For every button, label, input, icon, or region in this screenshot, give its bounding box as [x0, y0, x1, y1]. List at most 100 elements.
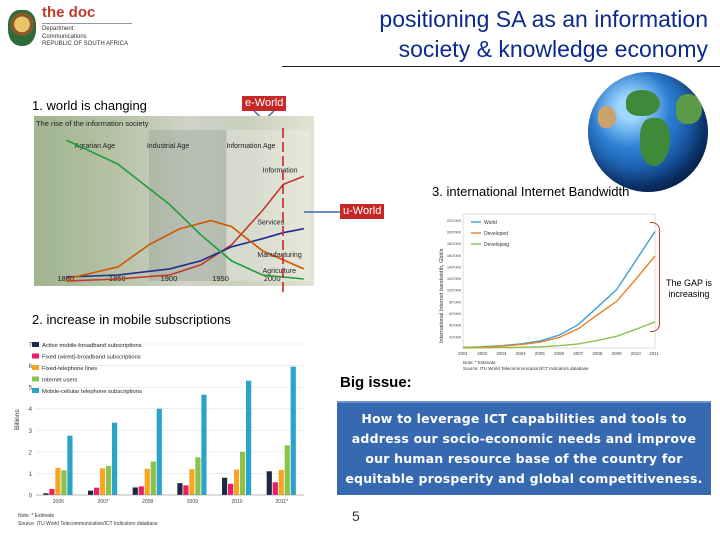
series-label: Agriculture	[263, 268, 297, 275]
x-tick-label: 2011*	[649, 351, 659, 356]
bar	[201, 394, 207, 495]
y-tick-label: 40'000	[449, 323, 462, 328]
page-number: 5	[352, 508, 360, 524]
chart-title: The rise of the information society	[36, 119, 149, 128]
org-line: Communications	[42, 33, 87, 40]
chart-photo-background	[34, 116, 314, 286]
bar	[67, 435, 73, 495]
series-line	[462, 321, 656, 349]
u-world-tag: u-World	[340, 204, 385, 219]
gap-label-line: increasing	[668, 289, 710, 299]
legend-swatch	[32, 365, 39, 370]
x-tick-label: 1900	[161, 274, 178, 283]
chart-source: Source: ITU World Telecommunication/ICT …	[463, 366, 589, 371]
chart-note: Note: * Estimate	[463, 360, 496, 365]
e-world-tag: e-World	[242, 96, 287, 111]
x-tick-label: 2003	[496, 351, 507, 356]
bar	[234, 469, 240, 495]
bar	[240, 451, 246, 495]
big-issue-heading: Big issue:	[340, 374, 412, 391]
globe-land	[676, 94, 702, 124]
mobile-subscriptions-chart: 0 1 2 3 4 5 6 7 Billions 2006 2007 2008 2009 2010 2011…	[14, 338, 314, 528]
information-society-chart: The rise of the information society10203…	[34, 116, 314, 286]
org-line: REPUBLIC OF SOUTH AFRICA	[42, 41, 129, 47]
y-tick-label: 1	[29, 472, 33, 478]
era-label: Information Age	[226, 143, 275, 150]
bar	[177, 483, 183, 495]
x-tick-label: 2008	[142, 499, 153, 505]
section-world-changing: 1. world is changing	[32, 98, 147, 113]
title-underline	[282, 66, 720, 67]
industrial-age-band	[148, 130, 227, 281]
globe-land	[640, 118, 670, 166]
legend-label: Internet users	[42, 378, 78, 384]
legend-label: World	[484, 220, 497, 226]
bar	[112, 422, 118, 495]
section-bandwidth: 3. international Internet Bandwidth	[432, 184, 630, 199]
y-tick-label: 7	[29, 343, 33, 349]
series-line	[65, 139, 304, 280]
bar	[94, 487, 100, 495]
x-tick-label: 2005	[535, 351, 546, 356]
x-tick-label: 2001	[458, 351, 469, 356]
x-tick-label: 1950	[212, 274, 229, 283]
gap-bracket	[650, 222, 660, 332]
bar	[272, 482, 278, 495]
bar	[266, 471, 272, 495]
legend-label: Fixed-telephone lines	[42, 366, 97, 372]
slide-title: positioning SA as an information society…	[268, 4, 708, 64]
bar	[189, 469, 195, 495]
x-tick-label: 2008	[592, 351, 603, 356]
x-tick-label: 2006	[554, 351, 565, 356]
legend-label: Mobile-cellular telephone subscriptions	[42, 389, 142, 395]
bar	[55, 467, 61, 495]
y-tick-label: 0	[29, 494, 33, 500]
y-tick-label: 5	[29, 386, 33, 392]
issue-text: How to leverage ICT capabilities and too…	[345, 411, 703, 486]
bar	[150, 461, 156, 495]
section-mobile: 2. increase in mobile subscriptions	[32, 312, 231, 327]
bar	[138, 486, 144, 495]
era-label: Industrial Age	[147, 143, 190, 150]
org-line: Department:	[42, 26, 76, 32]
era-label: Agrarian Age	[75, 143, 116, 150]
series-label: Information	[263, 167, 298, 174]
bar	[183, 485, 189, 495]
series-label: Services	[257, 220, 284, 227]
series-line	[66, 219, 305, 280]
bar	[132, 487, 138, 495]
legend-label: Developing	[484, 242, 509, 248]
y-tick-label: 100'000	[447, 288, 462, 293]
series-label: Manufacturing	[257, 252, 301, 259]
brand-name: the doc	[42, 4, 96, 21]
brand-divider	[42, 23, 132, 24]
x-tick-label: 2010	[231, 499, 242, 505]
y-tick-label: 220'000	[447, 218, 462, 223]
bar	[290, 366, 296, 495]
information-society-plot: The rise of the information society10203…	[36, 119, 309, 283]
bar	[228, 483, 234, 495]
y-tick-label: 6	[29, 364, 33, 370]
bar	[278, 469, 284, 495]
bar	[49, 488, 55, 495]
y-tick-label: 4	[29, 407, 33, 413]
bandwidth-plot: 20'000 40'000 60'000 80'000 100'000 120'000 14…	[439, 213, 661, 371]
y-tick-label: 160'000	[447, 253, 462, 258]
y-tick-label: 180'000	[447, 241, 462, 246]
y-axis-label: International Internet bandwidth, Gbit/s	[439, 248, 445, 343]
bar	[156, 408, 162, 495]
issue-callout: How to leverage ICT capabilities and too…	[337, 401, 711, 495]
legend-label: Fixed (wired)-broadband subscriptions	[42, 355, 141, 361]
slide-title-line: positioning SA as an information	[379, 6, 708, 32]
legend-label: Developed	[484, 231, 508, 237]
x-tick-label: 2011*	[275, 499, 288, 505]
bar	[61, 470, 67, 495]
legend-swatch	[32, 353, 39, 359]
globe-land	[626, 90, 660, 116]
x-tick-label: 2009	[187, 499, 198, 505]
bar	[106, 465, 112, 495]
bandwidth-chart: 20'000 40'000 60'000 80'000 100'000 120'000 14…	[437, 208, 661, 380]
slide-title-line: society & knowledge economy	[398, 36, 708, 62]
bar	[284, 445, 290, 495]
gap-label: The GAP is increasing	[666, 278, 712, 300]
